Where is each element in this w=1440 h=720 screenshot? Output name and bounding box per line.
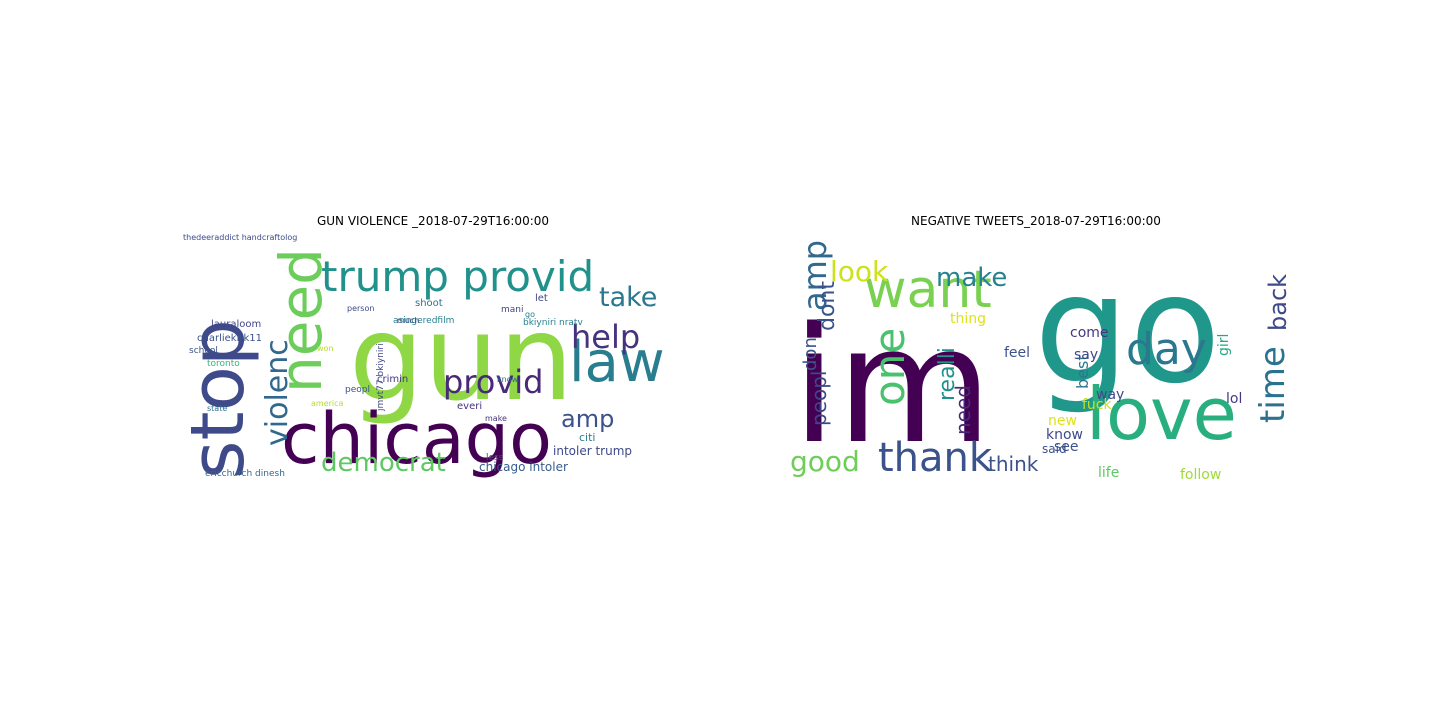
panel-title: GUN VIOLENCE _2018-07-29T16:00:00 xyxy=(316,214,550,228)
cloud-word: time xyxy=(1253,346,1291,423)
cloud-word: amp xyxy=(796,240,834,311)
cloud-word: violenc xyxy=(260,339,295,446)
cloud-word: feel xyxy=(1004,345,1030,361)
cloud-word: know xyxy=(497,375,519,384)
cloud-word: help xyxy=(571,318,640,356)
cloud-word: new xyxy=(1048,413,1077,429)
cloud-word: lauraloom xyxy=(211,319,261,330)
cloud-word: stop xyxy=(181,319,261,479)
cloud-word: girl xyxy=(1216,334,1232,356)
cloud-word: fuck xyxy=(1082,397,1112,413)
cloud-word: citi xyxy=(579,431,595,444)
cloud-word: don xyxy=(800,337,821,371)
cloud-word: much xyxy=(397,316,419,325)
panel-title: NEGATIVE TWEETS_2018-07-29T16:00:00 xyxy=(911,214,1161,228)
cloud-word: dont xyxy=(815,281,840,331)
cloud-word: shoot xyxy=(415,298,443,309)
cloud-word: love xyxy=(1086,372,1237,456)
cloud-word: thank xyxy=(878,435,993,481)
cloud-word: chicago intoler xyxy=(479,460,568,474)
cloud-word: mani xyxy=(501,305,524,315)
cloud-word: less xyxy=(486,453,504,463)
cloud-word: state xyxy=(207,404,227,413)
cloud-word: realli xyxy=(935,347,960,401)
cloud-word: day xyxy=(1126,324,1207,375)
cloud-word: america xyxy=(311,399,344,408)
cloud-word: gun xyxy=(349,289,573,427)
cloud-word: intoler trump xyxy=(553,444,632,458)
cloud-word: democrat xyxy=(321,448,446,478)
cloud-word: need xyxy=(951,385,975,435)
cloud-word: thedeeraddict handcraftolog xyxy=(183,233,297,242)
cloud-word: peopl xyxy=(807,371,831,427)
cloud-word: see xyxy=(1054,439,1079,455)
cloud-word: trump provid xyxy=(321,252,594,301)
cloud-word: follow xyxy=(1180,467,1221,483)
cloud-word: say xyxy=(1074,347,1098,363)
cloud-word: know xyxy=(1046,427,1083,443)
cloud-word: chicago xyxy=(281,398,552,480)
cloud-word: person xyxy=(347,304,374,313)
cloud-word: go xyxy=(525,310,535,319)
cloud-word: ericchurch dinesh xyxy=(205,469,285,479)
cloud-word: think xyxy=(988,452,1039,476)
cloud-word: asingeredfilm xyxy=(393,316,454,326)
cloud-word: thing xyxy=(950,311,986,327)
cloud-word: jmvt77 bkiyniri xyxy=(376,343,386,412)
cloud-word: life xyxy=(1098,465,1119,481)
cloud-word: everi xyxy=(457,401,482,412)
cloud-word: crimin xyxy=(377,374,408,385)
cloud-word: lol xyxy=(1226,391,1242,407)
cloud-word: one xyxy=(865,328,914,406)
cloud-word: won xyxy=(317,344,334,353)
cloud-word: bkiyniri nratv xyxy=(523,318,583,328)
cloud-word: amp xyxy=(561,405,614,433)
word-cloud: im go love want day thank one amp time look make ba… xyxy=(786,231,1291,485)
cloud-word: school xyxy=(189,346,218,356)
cloud-word: way xyxy=(1096,387,1124,403)
cloud-word: take xyxy=(599,282,657,313)
cloud-word: back xyxy=(1264,274,1291,331)
cloud-word: peopl xyxy=(345,385,370,395)
cloud-word: let xyxy=(535,293,548,304)
cloud-word: toronto xyxy=(207,359,240,369)
cloud-word: come xyxy=(1070,325,1109,341)
cloud-word: law xyxy=(569,330,665,395)
cloud-word: need xyxy=(267,248,335,393)
cloud-word: look xyxy=(830,255,889,288)
word-cloud: gun chicago stop need law trump provid provid h… xyxy=(181,231,686,485)
cloud-word: go xyxy=(1034,243,1221,417)
cloud-word: make xyxy=(485,414,507,423)
cloud-word: charliekirk11 xyxy=(197,333,262,344)
cloud-word: want xyxy=(864,260,992,320)
cloud-word: provid xyxy=(443,363,543,401)
cloud-word: said xyxy=(1042,442,1067,456)
cloud-word: best xyxy=(1073,354,1092,389)
cloud-word: im xyxy=(792,292,992,479)
cloud-word: make xyxy=(936,263,1007,293)
cloud-word: good xyxy=(790,445,860,478)
